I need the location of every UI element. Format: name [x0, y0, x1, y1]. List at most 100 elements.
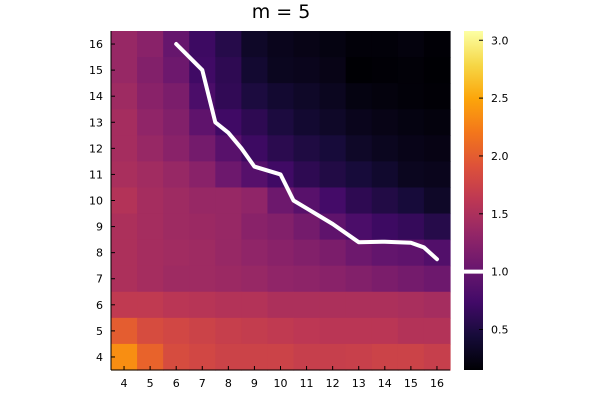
- overlay-line: [174, 42, 439, 262]
- heatmap-cell: [319, 161, 347, 189]
- y-tick-label: 10: [89, 195, 103, 208]
- heatmap-cell: [137, 239, 164, 267]
- heatmap-cell: [371, 135, 399, 162]
- heatmap-cell: [371, 291, 399, 319]
- heatmap-cell: [189, 265, 216, 293]
- overlay-line-group: [174, 42, 439, 262]
- heatmap-cell: [111, 161, 138, 189]
- heatmap-cell: [423, 57, 451, 84]
- heatmap-cell: [345, 161, 373, 189]
- heatmap-cell: [371, 57, 399, 84]
- heatmap-cell: [371, 265, 399, 293]
- heatmap-cell: [267, 135, 295, 162]
- x-tick-label: 7: [199, 377, 206, 390]
- heatmap-cell: [319, 109, 347, 136]
- heatmap-cell: [137, 135, 164, 162]
- heatmap-cell: [371, 31, 399, 58]
- y-tick-label: 8: [96, 247, 103, 260]
- heatmap-cell: [215, 161, 242, 189]
- heatmap-cell: [371, 187, 399, 215]
- heatmap-cell: [241, 109, 269, 136]
- y-tick-label: 12: [89, 142, 103, 155]
- heatmap-cell: [163, 83, 190, 110]
- heatmap-cell: [137, 161, 164, 189]
- heatmap-cell: [163, 265, 190, 293]
- heatmap-cell: [111, 83, 138, 110]
- colorbar-tick-label: 1.0: [491, 266, 509, 279]
- heatmap-cell: [319, 187, 347, 215]
- heatmap-cell: [189, 161, 216, 189]
- heatmap-cell: [319, 265, 347, 293]
- heatmap-cell: [189, 291, 216, 319]
- heatmap-cell: [423, 213, 451, 241]
- colorbar-gradient: [464, 31, 483, 370]
- heatmap-cell: [215, 83, 242, 110]
- heatmap-cell: [319, 317, 347, 345]
- heatmap-cell: [215, 265, 242, 293]
- heatmap-cell: [319, 83, 347, 110]
- colorbar-tick-label: 1.5: [491, 208, 509, 221]
- heatmap-cell: [345, 83, 373, 110]
- heatmap-cell: [241, 187, 269, 215]
- heatmap-cell: [111, 135, 138, 162]
- heatmap-cell: [163, 239, 190, 267]
- heatmap-cell: [163, 291, 190, 319]
- heatmap-cell: [423, 135, 451, 162]
- x-tick-label: 6: [173, 377, 180, 390]
- heatmap-cell: [423, 161, 451, 189]
- heatmap-cell: [293, 31, 321, 58]
- heatmap-cell: [163, 213, 190, 241]
- heatmap-cell: [267, 239, 295, 267]
- x-tick-label: 15: [404, 377, 418, 390]
- chart-title: m = 5: [252, 1, 311, 23]
- heatmap-cell: [319, 135, 347, 162]
- heatmap-cell: [137, 109, 164, 136]
- heatmap-cell: [215, 239, 242, 267]
- y-tick-label: 13: [89, 116, 103, 129]
- heatmap-cell: [371, 317, 399, 345]
- heatmap-cell: [163, 135, 190, 162]
- heatmap-cell: [137, 317, 164, 345]
- heatmap-cell: [423, 317, 451, 345]
- heatmap-cell: [137, 213, 164, 241]
- heatmap-cell: [241, 239, 269, 267]
- heatmap-cell: [319, 31, 347, 58]
- heatmap-cell: [423, 31, 451, 58]
- heatmap-cell: [241, 291, 269, 319]
- heatmap-cell: [163, 109, 190, 136]
- heatmap-cell: [397, 57, 425, 84]
- heatmap-cell: [189, 187, 216, 215]
- x-tick-label: 9: [251, 377, 258, 390]
- heatmap-cell: [345, 57, 373, 84]
- heatmap-cell: [241, 135, 269, 162]
- heatmap-cell: [241, 83, 269, 110]
- heatmap-cell: [111, 31, 138, 58]
- heatmap-cell: [163, 187, 190, 215]
- heatmap-cell: [215, 187, 242, 215]
- y-tick-label: 15: [89, 64, 103, 77]
- heatmap-cell: [111, 265, 138, 293]
- y-tick-label: 11: [89, 168, 103, 181]
- heatmap-cell: [371, 213, 399, 241]
- heatmap-cell: [241, 265, 269, 293]
- y-tick-labels: 4 5 6 7 8 9 10 11 12 13 14 15 16: [89, 38, 103, 364]
- heatmap-cell: [189, 317, 216, 345]
- heatmap-cell: [423, 83, 451, 110]
- heatmap-cell: [397, 109, 425, 136]
- heatmap-cell: [345, 109, 373, 136]
- heatmap-cell: [215, 291, 242, 319]
- heatmap-cell: [293, 291, 321, 319]
- colorbar: 0.5 1.0 1.5 2.0 2.5 3.0: [464, 31, 509, 370]
- heatmap-cell: [293, 265, 321, 293]
- colorbar-tick-label: 2.5: [491, 92, 509, 105]
- x-tick-label: 8: [225, 377, 232, 390]
- heatmap-cell: [137, 187, 164, 215]
- y-tick-label: 6: [96, 299, 103, 312]
- heatmap-cell: [423, 109, 451, 136]
- heatmap-cell: [371, 109, 399, 136]
- colorbar-tick-label: 0.5: [491, 324, 509, 337]
- heatmap-cell: [189, 213, 216, 241]
- heatmap-cell: [293, 213, 321, 241]
- heatmap-cell: [345, 135, 373, 162]
